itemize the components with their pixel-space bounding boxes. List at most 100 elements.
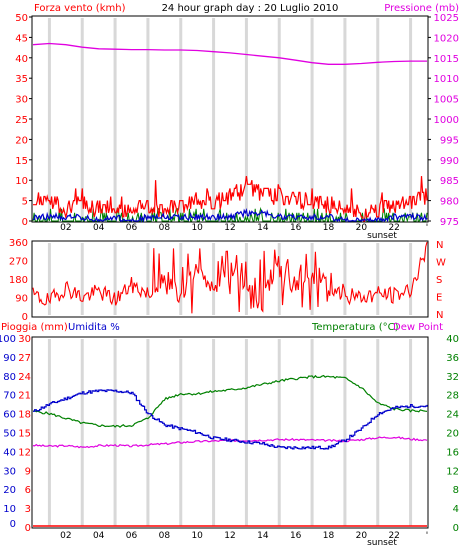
wind-speed-tick: 15 xyxy=(15,156,28,167)
temperature-axis-title: Temperatura (°C) xyxy=(311,322,399,333)
temperature-tick: 12 xyxy=(446,466,459,477)
wind-speed-tick: 5 xyxy=(22,197,28,208)
wind-x-tick: 06 xyxy=(126,223,138,233)
wind-x-tick: 20 xyxy=(356,223,368,233)
pressure-axis-title: Pressione (mb) xyxy=(384,3,459,14)
pressure-tick: 980 xyxy=(440,197,459,208)
wind-panel-grid xyxy=(47,18,413,220)
rain-tick: 9 xyxy=(25,466,31,477)
temp-x-tick: 12 xyxy=(224,531,235,541)
wind-speed-tick: 25 xyxy=(15,115,28,126)
wind-x-tick: 22 xyxy=(388,223,399,233)
temp-x-tick: 20 xyxy=(356,531,368,541)
direction-compass-tick: W xyxy=(436,258,446,269)
wind-speed-tick: 40 xyxy=(15,54,28,65)
wind-speed-tick: 0 xyxy=(22,217,28,228)
direction-degree-tick: 360 xyxy=(9,238,28,249)
direction-panel-series xyxy=(32,241,428,314)
rain-tick: 24 xyxy=(18,372,31,383)
pressure-tick: 990 xyxy=(440,156,459,167)
humidity-tick: 60 xyxy=(3,410,16,421)
temp-x-tick: ' xyxy=(426,531,428,541)
rain-tick: 0 xyxy=(25,523,31,534)
dewpoint-axis-title: Dew Point xyxy=(393,322,443,333)
temperature-axis: 0 4 8 12 16 20 24 28 32 36 40 xyxy=(446,334,459,534)
temp-panel-series xyxy=(32,374,428,527)
humidity-tick: 70 xyxy=(3,391,16,402)
direction-degree-axis: 0 90 180 270 360 xyxy=(9,238,28,323)
temp-panel-frame xyxy=(31,336,429,529)
humidity-tick: 50 xyxy=(3,429,16,440)
direction-panel-grid xyxy=(47,243,413,315)
direction-compass-tick: E xyxy=(436,293,442,304)
humidity-tick: 80 xyxy=(3,372,16,383)
wind-x-tick: 02 xyxy=(60,223,71,233)
humidity-tick: 40 xyxy=(3,447,16,458)
rain-tick: 15 xyxy=(18,429,31,440)
humidity-tick: 0 xyxy=(10,519,16,530)
temperature-tick: 40 xyxy=(446,334,459,345)
chart-title: 24 hour graph day : 20 Luglio 2010 xyxy=(162,3,339,14)
pressure-tick: 1010 xyxy=(434,74,459,85)
temperature-tick: 28 xyxy=(446,391,459,402)
temperature-tick: 4 xyxy=(453,504,459,515)
pressure-tick: 1020 xyxy=(434,33,459,44)
rain-axis: 0 3 6 9 12 15 18 21 24 27 30 xyxy=(18,334,31,534)
temp-x-tick: 22 xyxy=(388,531,399,541)
rain-tick: 21 xyxy=(18,391,31,402)
temperature-tick: 36 xyxy=(446,353,459,364)
direction-degree-tick: 270 xyxy=(9,257,28,268)
direction-panel-frame xyxy=(31,240,429,318)
humidity-tick: 90 xyxy=(3,353,16,364)
wind-x-tick: 04 xyxy=(93,223,105,233)
rain-axis-title: Pioggia (mm) xyxy=(1,322,68,333)
temp-panel-grid xyxy=(47,339,413,526)
temp-x-tick: 16 xyxy=(290,531,302,541)
direction-degree-tick: 0 xyxy=(22,312,28,323)
temp-x-tick: 04 xyxy=(93,531,105,541)
humidity-line xyxy=(33,389,428,450)
humidity-axis-title: Umidita % xyxy=(68,322,120,333)
wind-speed-tick: 10 xyxy=(15,176,28,187)
rain-tick: 6 xyxy=(25,485,31,496)
temperature-tick: 32 xyxy=(446,372,459,383)
temp-x-tick: 18 xyxy=(323,531,335,541)
direction-degree-tick: 90 xyxy=(15,294,28,305)
rain-tick: 18 xyxy=(18,410,31,421)
humidity-tick: 100 xyxy=(0,334,16,345)
wind-average-line xyxy=(32,207,428,223)
rain-tick: 12 xyxy=(18,447,31,458)
wind-speed-tick: 50 xyxy=(15,13,28,24)
direction-degree-tick: 180 xyxy=(9,275,28,286)
wind-speed-tick: 35 xyxy=(15,74,28,85)
wind-x-tick: 14 xyxy=(257,223,269,233)
direction-compass-tick: S xyxy=(436,275,442,286)
wind-speed-tick: 30 xyxy=(15,95,28,106)
wind-direction-line xyxy=(32,241,428,314)
temperature-tick: 24 xyxy=(446,410,459,421)
wind-x-tick: 08 xyxy=(159,223,171,233)
humidity-axis: 0 10 20 30 40 50 60 70 80 90 100 xyxy=(0,334,16,530)
pressure-line xyxy=(32,42,427,65)
rain-tick: 27 xyxy=(18,353,31,364)
pressure-tick: 975 xyxy=(440,217,459,228)
humidity-tick: 10 xyxy=(3,504,16,515)
wind-speed-axis-title: Forza vento (kmh) xyxy=(34,3,126,14)
wind-x-tick: 18 xyxy=(323,223,335,233)
wind-speed-tick: 20 xyxy=(15,135,28,146)
sunset-label-bottom: sunset xyxy=(367,538,397,548)
rain-tick: 3 xyxy=(25,504,31,515)
wind-panel-series xyxy=(32,42,428,223)
temp-x-tick: 10 xyxy=(191,531,203,541)
wind-gust-line xyxy=(33,176,428,222)
wind-x-tick: 10 xyxy=(191,223,203,233)
direction-compass-tick: N xyxy=(436,310,443,321)
wind-speed-tick: 45 xyxy=(15,33,28,44)
pressure-tick: 1015 xyxy=(434,54,459,65)
temp-x-tick: 14 xyxy=(257,531,269,541)
temperature-tick: 20 xyxy=(446,429,459,440)
